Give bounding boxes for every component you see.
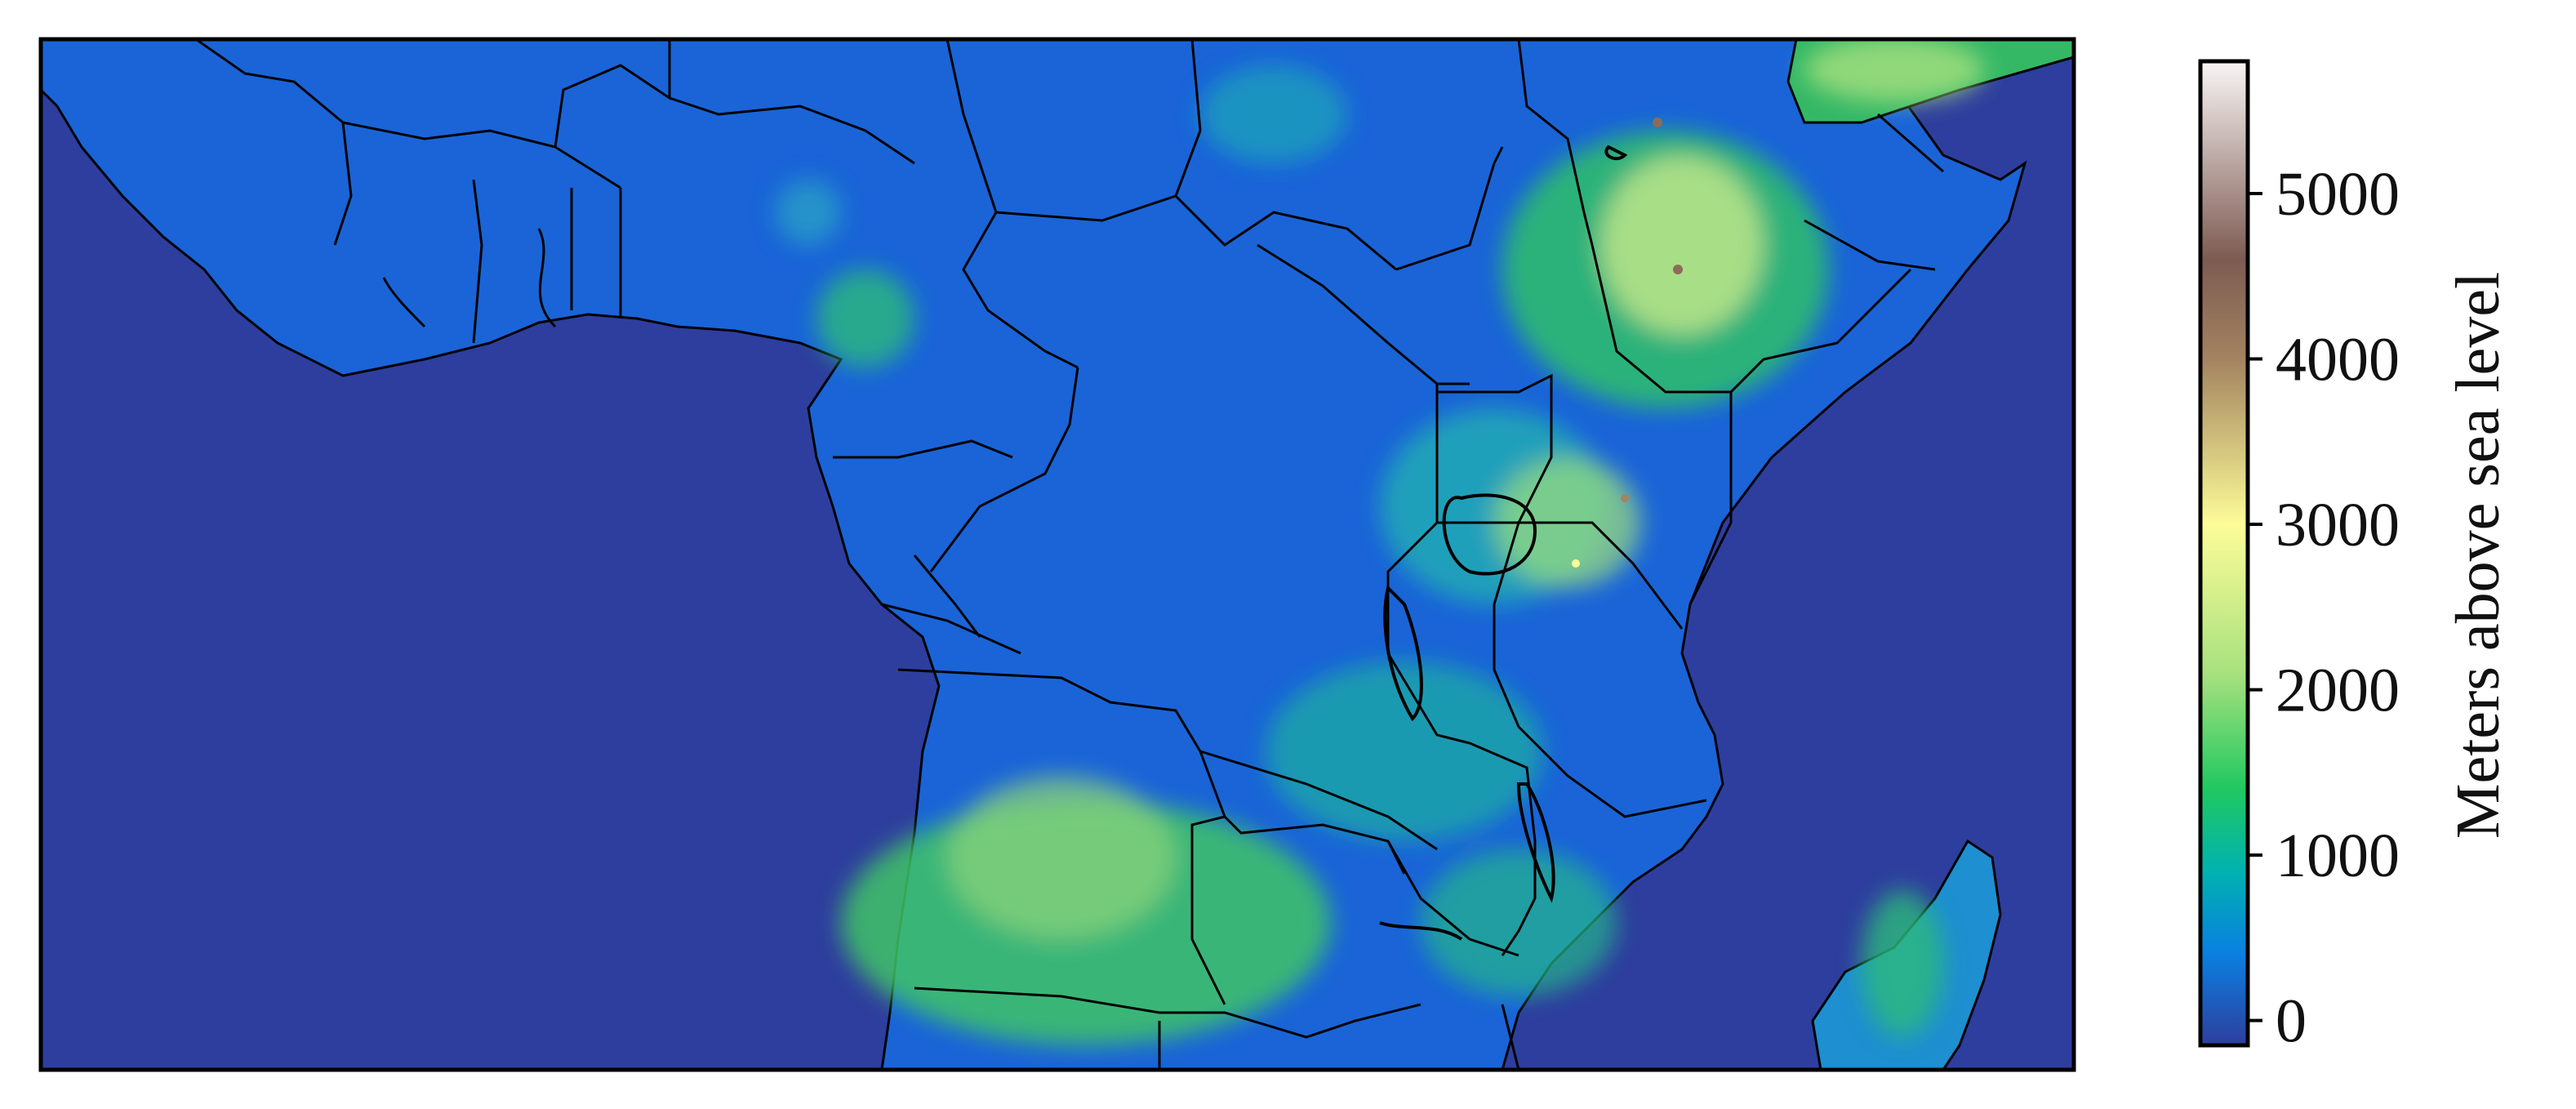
peaks xyxy=(1572,118,1683,568)
colorbar-tick-label: 5000 xyxy=(2276,160,2400,229)
colorbar-tick-label: 3000 xyxy=(2276,491,2400,559)
colorbar-tick-label: 2000 xyxy=(2276,657,2400,725)
map-frame xyxy=(38,37,2076,1072)
colorbar-tick-label: 0 xyxy=(2276,987,2307,1056)
colorbar-tick-label: 4000 xyxy=(2276,326,2400,394)
rivers xyxy=(382,228,557,328)
country-borders xyxy=(195,39,1944,1070)
map-panel xyxy=(41,39,2074,1070)
lakes xyxy=(1379,145,1628,941)
colorbar-tick-label: 1000 xyxy=(2276,822,2400,890)
colorbar: 0 1000 2000 3000 4000 5000 Meters above sea l… xyxy=(2198,59,2512,1056)
colorbar-ticks: 0 1000 2000 3000 4000 5000 xyxy=(2248,160,2400,1056)
colorbar-bar xyxy=(2198,59,2250,1048)
colorbar-label: Meters above sea level xyxy=(2444,272,2512,839)
